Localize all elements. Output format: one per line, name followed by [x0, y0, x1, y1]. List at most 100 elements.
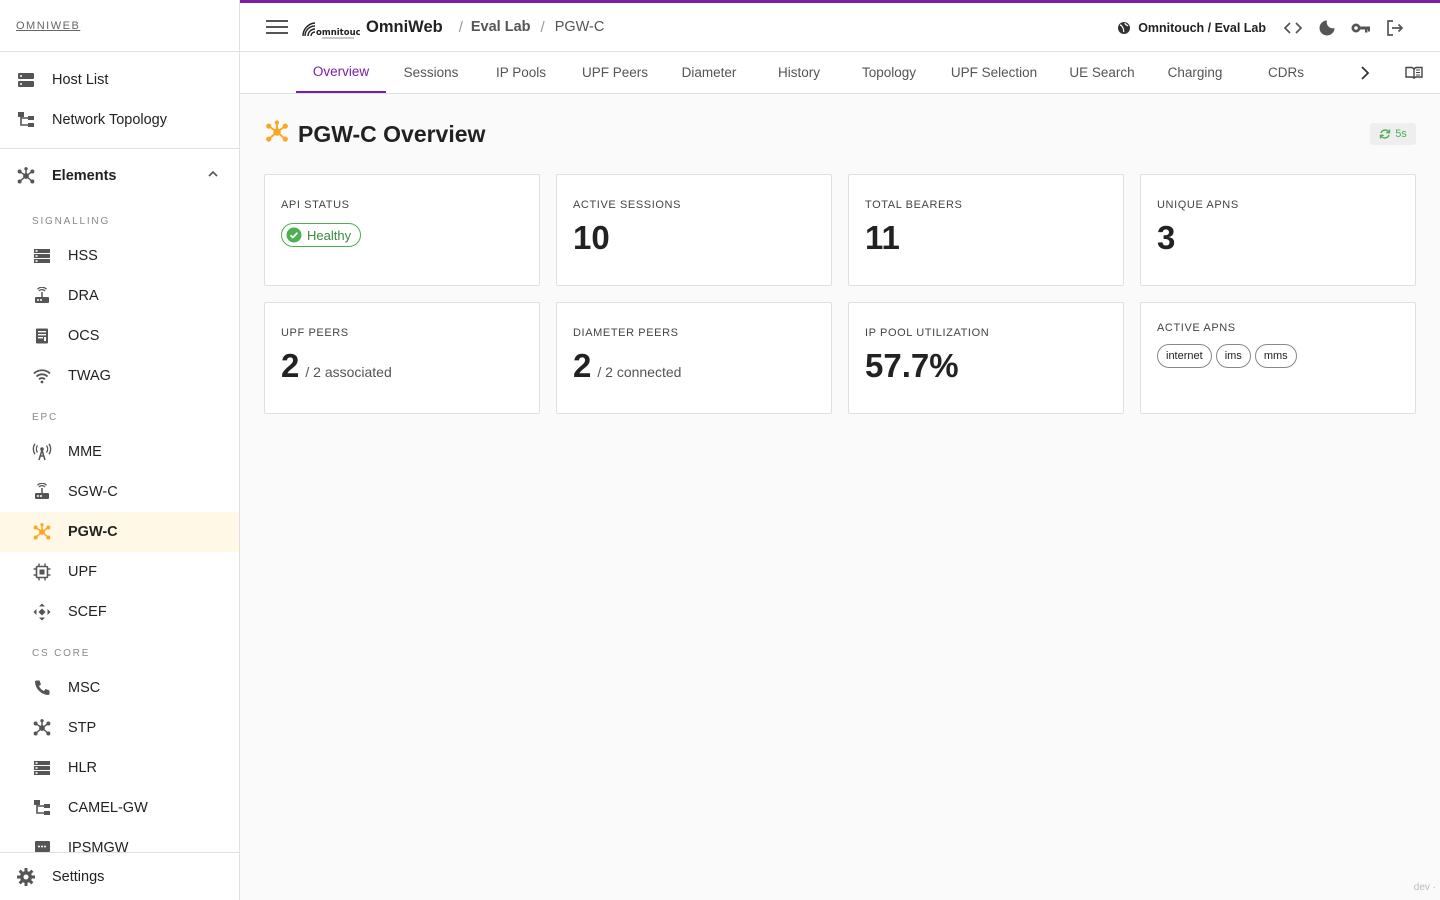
wifi-icon: [32, 366, 52, 386]
sidebar-item-hss[interactable]: HSS: [0, 236, 239, 276]
sidebar-item-hlr[interactable]: HLR: [0, 748, 239, 788]
check-circle-icon: [286, 227, 302, 243]
apn-chip[interactable]: internet: [1157, 344, 1212, 368]
tab-diameter[interactable]: Diameter: [681, 65, 737, 80]
apn-chip[interactable]: ims: [1215, 344, 1251, 368]
antenna-icon: [32, 442, 52, 462]
sidebar-item-dra[interactable]: DRA: [0, 276, 239, 316]
card-label: API STATUS: [281, 199, 350, 211]
card-active-apns: ACTIVE APNS internet ims mms: [1140, 302, 1416, 414]
tab-ip-pools[interactable]: IP Pools: [495, 65, 547, 80]
brand: OMNIWEB: [0, 0, 239, 52]
tab-topology[interactable]: Topology: [861, 65, 917, 80]
sidebar: OMNIWEB Host List Network Topology Eleme…: [0, 0, 240, 900]
card-total-bearers: TOTAL BEARERS 11: [848, 174, 1124, 286]
svg-text:omnitouch: omnitouch: [316, 28, 360, 38]
card-value: 57.7%: [865, 347, 959, 384]
tab-charging[interactable]: Charging: [1167, 65, 1223, 80]
top-bar: omnitouch OmniWeb / Eval Lab / PGW-C Omn…: [240, 0, 1440, 52]
tab-upf-selection[interactable]: UPF Selection: [950, 65, 1038, 80]
refresh-interval-button[interactable]: 5s: [1370, 123, 1416, 145]
sidebar-item-label: MSC: [68, 680, 101, 696]
sidebar-item-label: SGW-C: [68, 484, 118, 500]
router-icon: [32, 286, 52, 306]
breadcrumb-tenant[interactable]: Eval Lab: [470, 19, 531, 35]
tab-bar: Overview Sessions IP Pools UPF Peers Dia…: [240, 52, 1440, 94]
sidebar-item-upf[interactable]: UPF: [0, 552, 239, 592]
sidebar-item-stp[interactable]: STP: [0, 708, 239, 748]
sidebar-item-ocs[interactable]: OCS: [0, 316, 239, 356]
chevron-right-icon[interactable]: [1353, 52, 1377, 93]
book-icon[interactable]: [1404, 52, 1424, 93]
status-badge-label: Healthy: [307, 227, 352, 243]
sidebar-item-network-topology[interactable]: Network Topology: [0, 100, 239, 140]
sidebar-item-msc[interactable]: MSC: [0, 668, 239, 708]
card-value: 2 / 2 connected: [573, 349, 815, 382]
sidebar-item-label: Host List: [52, 72, 109, 88]
card-label: TOTAL BEARERS: [865, 199, 963, 211]
router-icon: [32, 482, 52, 502]
sidebar-item-sgw-c[interactable]: SGW-C: [0, 472, 239, 512]
card-value-suffix: / 2 connected: [597, 364, 682, 380]
app-name[interactable]: OmniWeb: [366, 17, 443, 36]
tab-upf-peers[interactable]: UPF Peers: [581, 65, 649, 80]
top-actions: Omnitouch / Eval Lab: [1117, 3, 1412, 52]
sidebar-item-settings[interactable]: Settings: [0, 852, 239, 900]
section-label-cs-core: CS CORE: [32, 647, 91, 659]
key-icon[interactable]: [1344, 21, 1378, 35]
sidebar-item-mme[interactable]: MME: [0, 432, 239, 472]
card-label: UPF PEERS: [281, 327, 349, 339]
tab-overview[interactable]: Overview: [296, 52, 386, 93]
card-value: 10: [573, 219, 610, 256]
receipt-icon: [32, 326, 52, 346]
sidebar-item-label: DRA: [68, 288, 99, 304]
breadcrumb-separator: /: [458, 18, 463, 36]
card-upf-peers: UPF PEERS 2 / 2 associated: [264, 302, 540, 414]
elements-toggle[interactable]: Elements: [0, 152, 239, 200]
phone-icon: [32, 678, 52, 698]
sidebar-item-label: Network Topology: [52, 112, 167, 128]
hub-icon: [16, 166, 36, 186]
card-active-sessions: ACTIVE SESSIONS 10: [556, 174, 832, 286]
storage-icon: [32, 246, 52, 266]
sidebar-item-label: PGW-C: [68, 524, 118, 540]
sidebar-item-host-list[interactable]: Host List: [0, 60, 239, 100]
sidebar-item-twag[interactable]: TWAG: [0, 356, 239, 396]
logout-icon[interactable]: [1378, 19, 1412, 37]
hub-icon: [32, 718, 52, 738]
card-unique-apns: UNIQUE APNS 3: [1140, 174, 1416, 286]
card-value-suffix: / 2 associated: [305, 364, 392, 380]
server-icon: [16, 70, 36, 90]
tab-sessions[interactable]: Sessions: [403, 65, 459, 80]
card-value: 2 / 2 associated: [281, 349, 523, 382]
tab-history[interactable]: History: [777, 65, 820, 80]
sidebar-item-label: STP: [68, 720, 97, 736]
menu-icon[interactable]: [266, 20, 288, 34]
gear-icon: [16, 867, 36, 887]
code-icon[interactable]: [1276, 21, 1310, 35]
sidebar-item-label: SCEF: [68, 604, 107, 620]
dark-mode-icon[interactable]: [1310, 19, 1344, 37]
tab-ue-search[interactable]: UE Search: [1069, 65, 1135, 80]
apn-chip[interactable]: mms: [1254, 344, 1297, 368]
card-label: UNIQUE APNS: [1157, 199, 1239, 211]
tab-cdrs[interactable]: CDRs: [1268, 65, 1304, 80]
page-header: PGW-C Overview: [264, 118, 485, 150]
elements-nav[interactable]: Elements SIGNALLING HSS DRA OCS TWAG EPC…: [0, 150, 239, 852]
sidebar-item-ipsmgw[interactable]: IPSMGW: [0, 828, 239, 852]
card-ip-pool-utilization: IP POOL UTILIZATION 57.7%: [848, 302, 1124, 414]
brand-link[interactable]: OMNIWEB: [16, 19, 81, 32]
card-value: 11: [865, 219, 900, 256]
sidebar-item-camel-gw[interactable]: CAMEL-GW: [0, 788, 239, 828]
sidebar-item-label: TWAG: [68, 368, 111, 384]
tenant-selector[interactable]: Omnitouch / Eval Lab: [1117, 21, 1266, 35]
hub-icon: [264, 119, 290, 150]
sidebar-item-scef[interactable]: SCEF: [0, 592, 239, 632]
section-label-epc: EPC: [32, 411, 58, 423]
sidebar-item-label: HLR: [68, 760, 98, 776]
storage-icon: [32, 758, 52, 778]
sidebar-item-pgw-c[interactable]: PGW-C: [0, 512, 239, 552]
card-label: ACTIVE SESSIONS: [573, 199, 682, 211]
nav-top: Host List Network Topology: [0, 52, 239, 149]
refresh-icon: [1379, 129, 1391, 139]
